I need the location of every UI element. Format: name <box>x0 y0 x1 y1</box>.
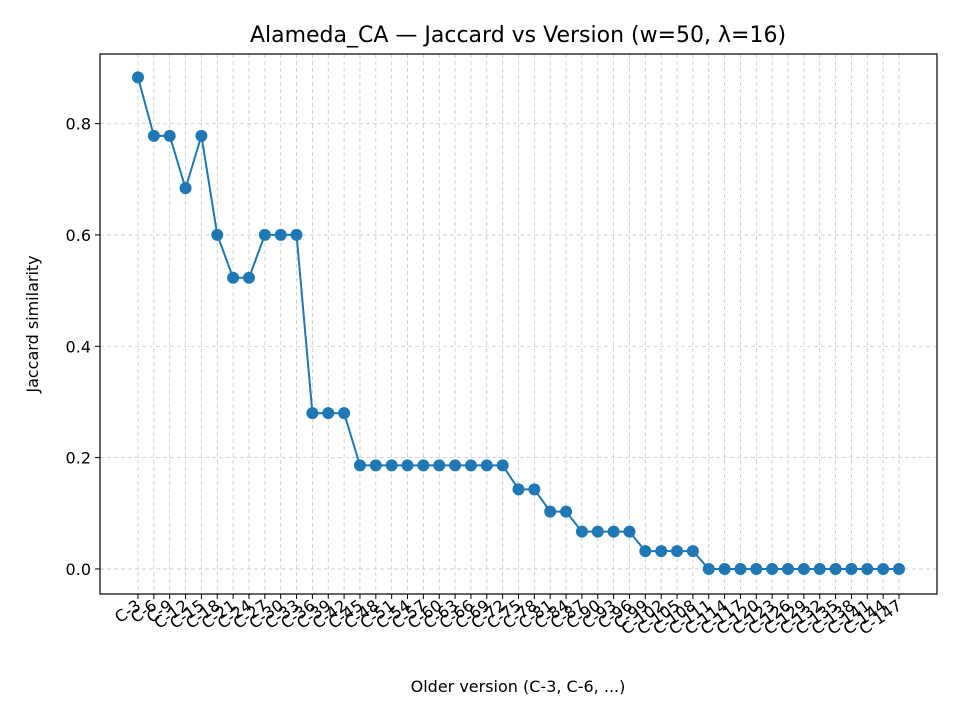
data-point <box>797 562 810 575</box>
data-point <box>750 562 763 575</box>
grid-lines <box>100 54 937 594</box>
data-point <box>306 407 319 420</box>
data-point <box>290 228 303 241</box>
data-point <box>639 545 652 558</box>
y-tick-label: 0.4 <box>66 337 91 356</box>
data-point <box>560 505 573 518</box>
data-point <box>861 562 874 575</box>
data-point <box>877 562 890 575</box>
data-point <box>813 562 826 575</box>
data-point <box>607 525 620 538</box>
data-point <box>211 228 224 241</box>
data-point <box>417 459 430 472</box>
data-point <box>686 545 699 558</box>
data-point <box>258 228 271 241</box>
data-point <box>702 562 715 575</box>
data-point <box>496 459 509 472</box>
data-point <box>163 129 176 142</box>
data-point <box>591 525 604 538</box>
data-point <box>845 562 858 575</box>
data-point <box>480 459 493 472</box>
chart-title: Alameda_CA — Jaccard vs Version (w=50, λ… <box>250 23 786 48</box>
data-point <box>147 129 160 142</box>
data-point <box>623 525 636 538</box>
series-line <box>132 71 905 575</box>
data-point <box>544 505 557 518</box>
y-tick-label: 0.6 <box>66 226 91 245</box>
data-point <box>575 525 588 538</box>
data-point <box>829 562 842 575</box>
data-point <box>132 71 144 84</box>
data-point <box>718 562 731 575</box>
data-point <box>242 271 255 284</box>
y-tick-label: 0.8 <box>66 115 91 134</box>
data-point <box>353 459 366 472</box>
data-point <box>227 271 240 284</box>
data-point <box>322 407 335 420</box>
data-point <box>274 228 287 241</box>
data-point <box>893 562 905 575</box>
data-point <box>369 459 382 472</box>
data-point <box>671 545 684 558</box>
data-point <box>385 459 398 472</box>
data-point <box>179 182 192 195</box>
data-point <box>195 129 208 142</box>
y-axis-label: Jaccard similarity <box>23 255 42 393</box>
data-point <box>464 459 477 472</box>
data-point <box>655 545 668 558</box>
data-point <box>401 459 414 472</box>
data-point <box>449 459 462 472</box>
data-point <box>782 562 795 575</box>
data-point <box>734 562 747 575</box>
y-tick-label: 0.0 <box>66 560 91 579</box>
data-point <box>512 483 525 496</box>
data-point <box>338 407 351 420</box>
data-point <box>766 562 779 575</box>
data-point <box>433 459 446 472</box>
data-point <box>528 483 541 496</box>
x-axis-label: Older version (C-3, C-6, ...) <box>411 677 626 696</box>
y-axis-ticks: 0.0 0.2 0.4 0.6 0.8 <box>66 115 100 579</box>
y-tick-label: 0.2 <box>66 449 91 468</box>
